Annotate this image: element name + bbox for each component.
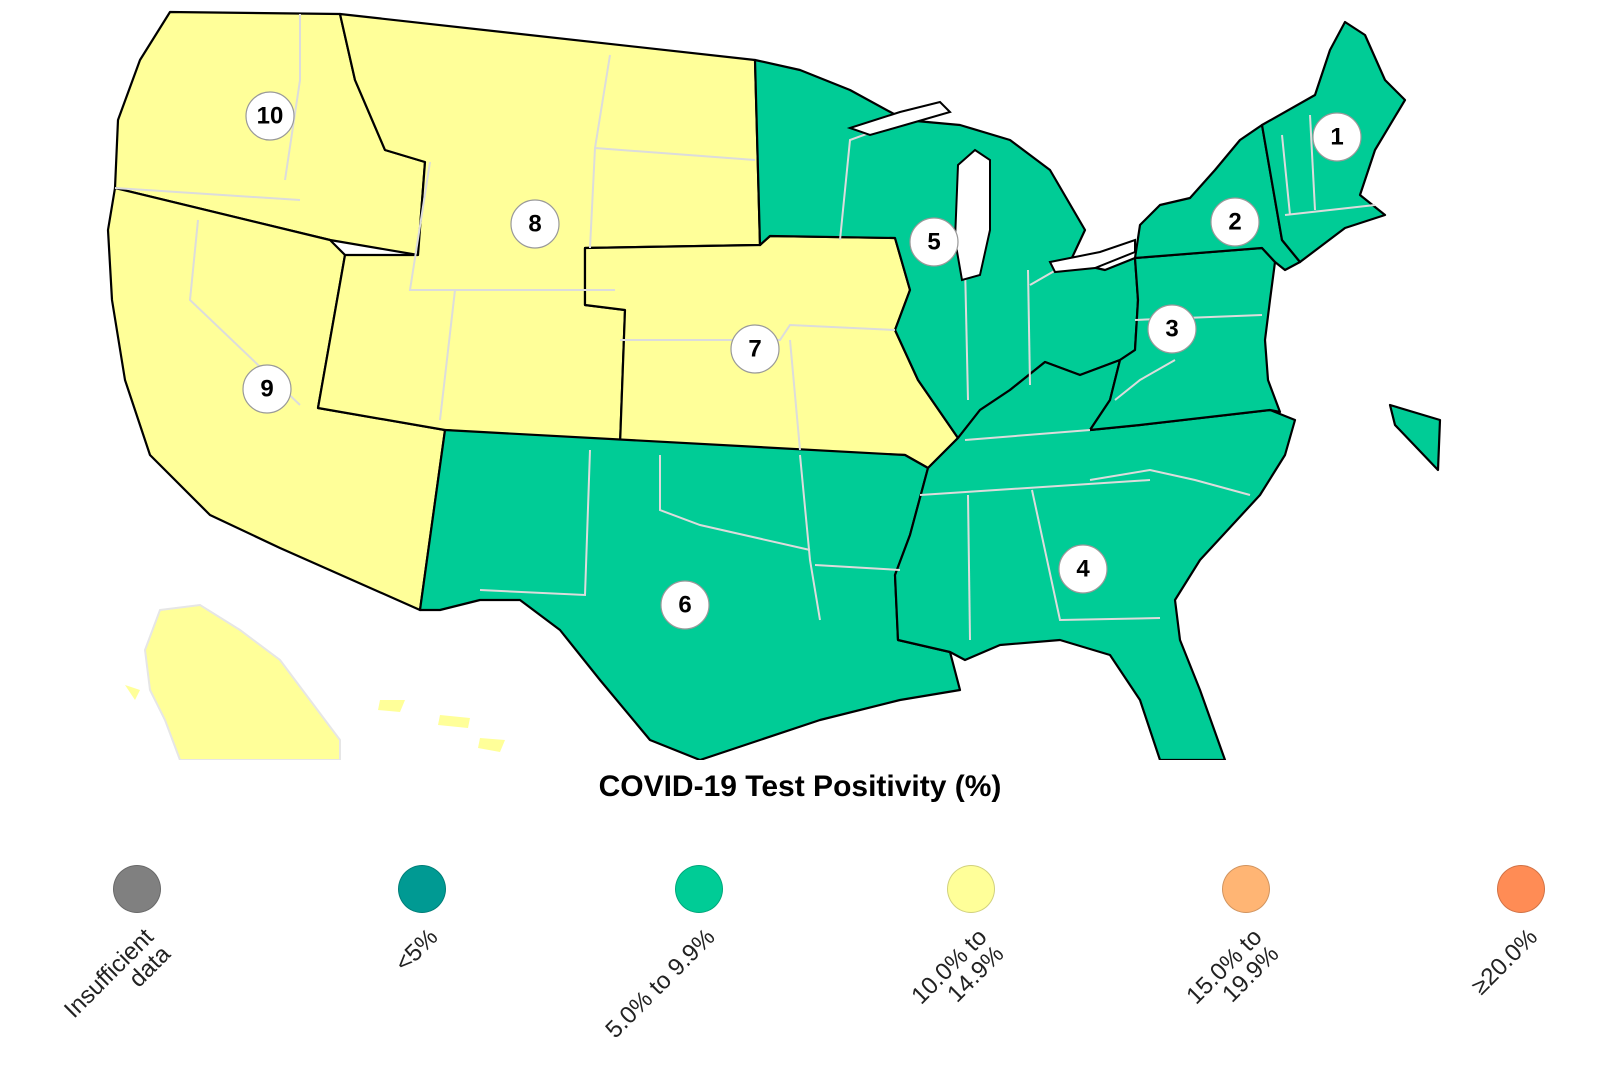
svg-text:6: 6 <box>678 592 691 619</box>
svg-text:3: 3 <box>1165 316 1178 343</box>
legend-swatch <box>947 865 995 913</box>
svg-text:9: 9 <box>260 376 273 403</box>
svg-text:4: 4 <box>1076 556 1090 583</box>
legend-item-10-14: 10.0% to 14.9% <box>907 865 1010 1010</box>
legend-swatch <box>113 865 161 913</box>
badge-region-9: 9 <box>242 364 292 414</box>
badge-region-7: 7 <box>730 324 780 374</box>
legend-swatch <box>1497 865 1545 913</box>
badge-region-2: 2 <box>1210 197 1260 247</box>
legend-swatch <box>675 865 723 913</box>
svg-text:2: 2 <box>1228 209 1241 236</box>
badge-region-5: 5 <box>909 217 959 267</box>
legend-label: 15.0% to 19.9% <box>1181 923 1285 1010</box>
svg-text:10: 10 <box>257 103 284 130</box>
legend-item-insufficient: Insufficient data <box>59 865 176 1023</box>
legend-title: COVID-19 Test Positivity (%) <box>598 770 1002 803</box>
us-map: 1 2 3 4 5 6 7 8 9 10 <box>106 10 1442 760</box>
legend-item-lt5: <5% <box>390 865 446 977</box>
svg-text:5: 5 <box>927 229 940 256</box>
legend-label: Insufficient data <box>58 923 176 1024</box>
svg-text:1: 1 <box>1330 124 1343 151</box>
badge-region-3: 3 <box>1147 304 1197 354</box>
legend-item-5-9: 5.0% to 9.9% <box>601 865 723 1044</box>
legend-item-ge20: ≥20.0% <box>1466 865 1545 1000</box>
legend-swatch <box>1222 865 1270 913</box>
legend-label: 5.0% to 9.9% <box>600 923 721 1044</box>
badge-region-1: 1 <box>1312 112 1362 162</box>
badge-region-6: 6 <box>660 580 710 630</box>
legend-item-15-19: 15.0% to 19.9% <box>1182 865 1285 1010</box>
puerto-rico[interactable] <box>1388 403 1442 472</box>
badge-region-4: 4 <box>1058 544 1108 594</box>
legend-label: ≥20.0% <box>1466 923 1543 1001</box>
legend-label: 10.0% to 14.9% <box>906 923 1010 1010</box>
svg-text:7: 7 <box>748 336 761 363</box>
badge-region-8: 8 <box>510 199 560 249</box>
legend-swatch <box>398 865 446 913</box>
badge-region-10: 10 <box>245 91 295 141</box>
legend-label: <5% <box>390 923 444 978</box>
svg-text:8: 8 <box>528 211 541 238</box>
alaska[interactable] <box>143 603 341 760</box>
